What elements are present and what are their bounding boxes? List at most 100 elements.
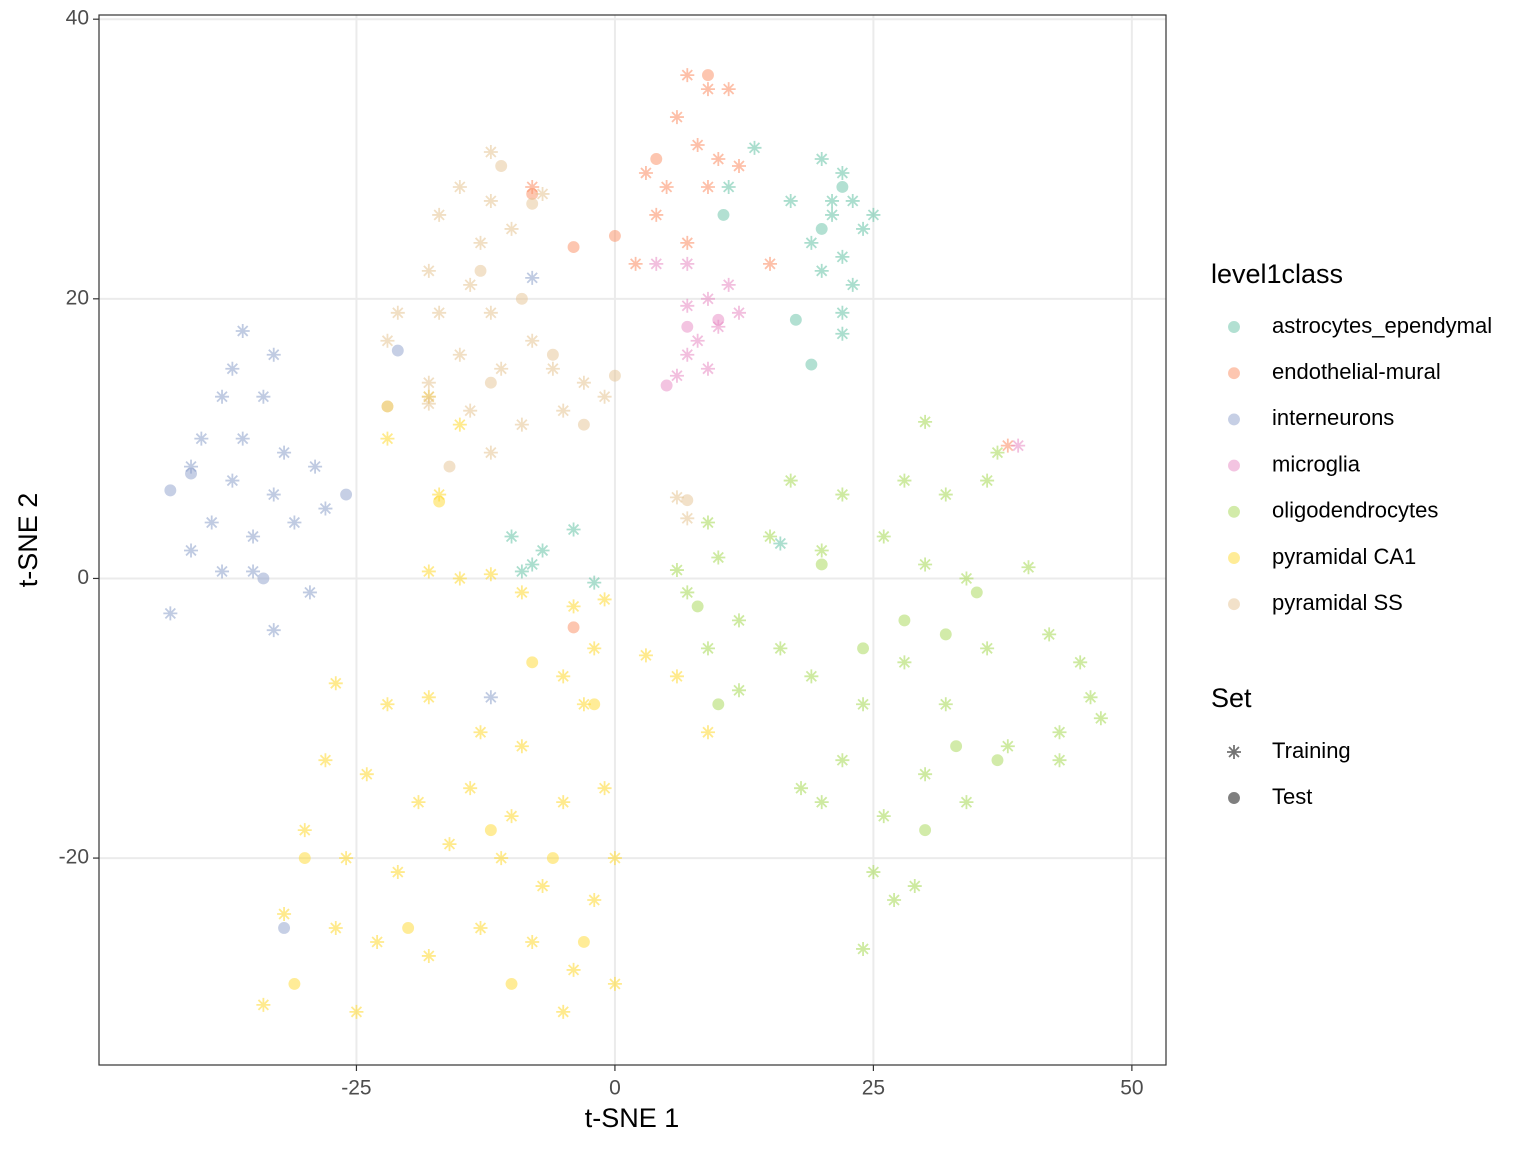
point bbox=[483, 445, 498, 460]
point bbox=[266, 347, 281, 362]
point bbox=[576, 697, 591, 712]
point bbox=[545, 361, 560, 376]
point bbox=[597, 781, 612, 796]
point bbox=[421, 948, 436, 963]
point bbox=[681, 320, 694, 333]
point bbox=[514, 417, 529, 432]
point bbox=[566, 962, 581, 977]
point bbox=[287, 515, 302, 530]
point bbox=[897, 473, 912, 488]
point bbox=[856, 697, 871, 712]
point bbox=[349, 1004, 364, 1019]
point bbox=[1000, 438, 1015, 453]
point bbox=[566, 599, 581, 614]
point bbox=[256, 997, 271, 1012]
point bbox=[659, 179, 674, 194]
point bbox=[669, 669, 684, 684]
point bbox=[463, 403, 478, 418]
point bbox=[980, 641, 995, 656]
point bbox=[991, 754, 1004, 767]
legend-label: pyramidal SS bbox=[1272, 590, 1403, 615]
legend-key bbox=[1228, 413, 1240, 426]
point bbox=[607, 976, 622, 991]
point bbox=[669, 490, 684, 505]
point bbox=[483, 690, 498, 705]
point bbox=[391, 344, 404, 357]
point bbox=[515, 292, 528, 305]
point bbox=[650, 153, 663, 165]
point bbox=[473, 725, 488, 740]
point bbox=[970, 586, 983, 599]
point bbox=[773, 641, 788, 656]
legend-key bbox=[1228, 367, 1240, 380]
point bbox=[494, 851, 509, 866]
point bbox=[432, 487, 447, 502]
point bbox=[1073, 655, 1088, 670]
point bbox=[204, 515, 219, 530]
point bbox=[535, 186, 550, 201]
legend-key bbox=[1228, 321, 1240, 333]
point bbox=[411, 795, 426, 810]
point bbox=[421, 375, 436, 390]
point bbox=[836, 181, 849, 193]
point bbox=[680, 585, 695, 600]
point bbox=[526, 656, 539, 669]
point bbox=[483, 193, 498, 208]
point bbox=[163, 606, 178, 621]
legend-label: interneurons bbox=[1272, 405, 1394, 430]
point bbox=[288, 977, 301, 990]
point bbox=[587, 575, 602, 590]
point bbox=[814, 543, 829, 558]
point bbox=[567, 241, 580, 254]
point bbox=[514, 739, 529, 754]
point bbox=[835, 753, 850, 768]
y-tick-label: 40 bbox=[66, 7, 89, 30]
legend-key bbox=[1228, 598, 1240, 611]
point bbox=[278, 922, 291, 934]
point bbox=[452, 417, 467, 432]
point bbox=[525, 179, 540, 194]
point bbox=[887, 893, 902, 908]
set-legend-title: Set bbox=[1211, 683, 1252, 713]
point bbox=[597, 592, 612, 607]
point bbox=[380, 697, 395, 712]
point bbox=[1042, 627, 1057, 642]
point bbox=[302, 585, 317, 600]
point bbox=[535, 543, 550, 558]
point bbox=[298, 852, 311, 865]
point bbox=[919, 824, 932, 837]
point bbox=[638, 648, 653, 663]
point bbox=[835, 487, 850, 502]
legend-label: microglia bbox=[1272, 451, 1361, 476]
point bbox=[576, 375, 591, 390]
point bbox=[339, 851, 354, 866]
set-legend-label: Training bbox=[1272, 738, 1351, 763]
point bbox=[845, 193, 860, 208]
point bbox=[514, 564, 529, 579]
point bbox=[763, 256, 778, 271]
point bbox=[194, 431, 209, 446]
point bbox=[505, 977, 518, 990]
point bbox=[277, 445, 292, 460]
point bbox=[1011, 438, 1026, 453]
point bbox=[700, 515, 715, 530]
point bbox=[608, 369, 621, 382]
point bbox=[443, 460, 456, 473]
legend-label: astrocytes_ependymal bbox=[1272, 313, 1492, 338]
point bbox=[266, 487, 281, 502]
point bbox=[184, 543, 199, 558]
set-legend-key bbox=[1227, 745, 1241, 759]
point bbox=[959, 795, 974, 810]
point bbox=[225, 473, 240, 488]
point bbox=[546, 852, 559, 865]
point bbox=[711, 550, 726, 565]
point bbox=[608, 229, 621, 242]
set-legend-key bbox=[1228, 792, 1240, 804]
point bbox=[463, 277, 478, 292]
legend-key bbox=[1228, 505, 1240, 518]
point bbox=[257, 572, 270, 585]
point bbox=[1083, 690, 1098, 705]
point bbox=[308, 459, 323, 474]
